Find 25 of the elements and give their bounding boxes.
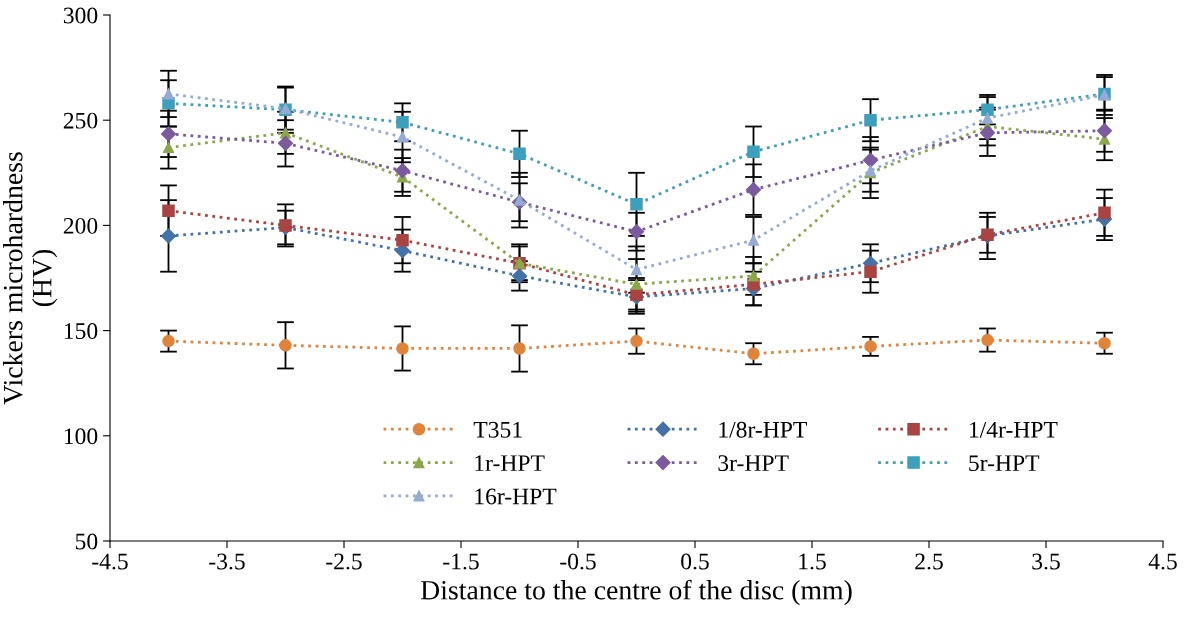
x-tick-label: 4.5 (1148, 553, 1177, 570)
legend-label: 16r-HPT (475, 488, 557, 505)
y-tick-label: 250 (63, 112, 98, 129)
legend-label: 1r-HPT (475, 455, 545, 471)
legend-label: 5r-HPT (969, 455, 1040, 472)
y-axis-title: Vickers microhardness (HV) (2, 152, 58, 405)
y-tick-label: 300 (63, 7, 98, 24)
x-tick-label: -3.5 (209, 553, 245, 570)
y-tick-label: 150 (64, 323, 98, 340)
x-tick-label: 0.5 (681, 553, 709, 570)
legend-label: 1/8r-HPT (719, 421, 807, 438)
legend-label: 3r-HPT (718, 455, 789, 472)
y-tick-label: 100 (64, 428, 98, 445)
legend-label: 1/4r-HPT (969, 421, 1058, 438)
x-tick-label: 1.5 (799, 553, 826, 570)
x-tick-label: -2.5 (326, 553, 362, 570)
x-tick-label: -4.5 (92, 553, 128, 570)
x-tick-label: -1.5 (443, 553, 479, 570)
x-axis-title: Distance to the centre of the disc (mm) (420, 579, 852, 606)
legend-label: T351 (473, 421, 522, 438)
x-tick-label: 2.5 (915, 553, 943, 570)
x-tick-label: 3.5 (1032, 553, 1060, 570)
x-tick-label: -0.5 (560, 553, 596, 570)
y-tick-label: 50 (75, 533, 98, 550)
y-tick-label: 200 (63, 217, 98, 234)
